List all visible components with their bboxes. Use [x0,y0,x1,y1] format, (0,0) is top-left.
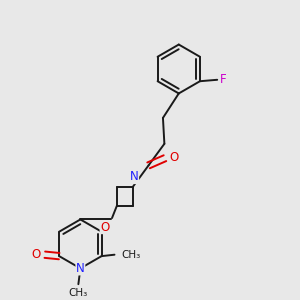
Text: O: O [32,248,41,261]
Text: F: F [220,73,227,86]
Text: CH₃: CH₃ [122,250,141,260]
Text: N: N [130,170,139,184]
Text: O: O [100,220,110,234]
Text: N: N [76,262,85,275]
Text: O: O [169,151,178,164]
Text: CH₃: CH₃ [68,289,87,298]
